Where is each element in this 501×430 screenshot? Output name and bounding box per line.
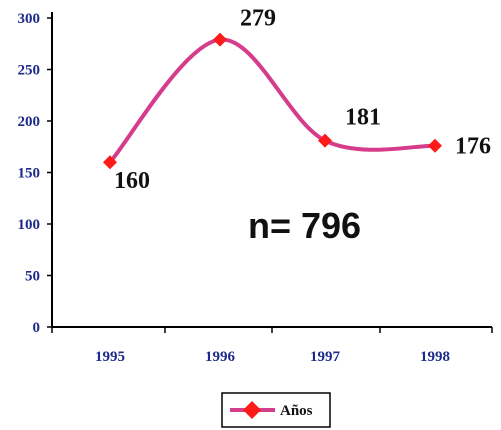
x-tick-label: 1997: [310, 349, 341, 365]
y-tick-label: 0: [33, 320, 41, 336]
legend: Años: [221, 392, 331, 428]
data-label: 160: [114, 168, 150, 194]
y-tick-label: 250: [18, 63, 41, 79]
data-point-marker: [318, 133, 332, 148]
y-tick-label: 200: [18, 114, 41, 130]
y-tick-label: 50: [25, 269, 40, 285]
x-tick-label: 1998: [420, 349, 450, 365]
x-tick-label: 1995: [95, 349, 125, 365]
y-tick-label: 100: [18, 217, 41, 233]
x-tick-label: 1996: [205, 349, 236, 365]
sample-size-annotation: n= 796: [248, 205, 361, 246]
data-labels: 160 279 181 176: [114, 6, 491, 195]
series-line: [108, 37, 437, 165]
legend-label: Años: [280, 403, 313, 419]
legend-marker-swatch: [243, 401, 261, 419]
data-point-marker: [103, 155, 117, 170]
data-label: 181: [345, 105, 381, 131]
data-point-marker: [428, 138, 442, 153]
data-label: 279: [240, 6, 276, 32]
y-tick-label: 150: [18, 166, 41, 182]
series-anos: [103, 32, 442, 170]
y-axis: 0 50 100 150 200 250 300: [18, 11, 53, 336]
x-axis: 1995 1996 1997 1998: [51, 326, 493, 365]
data-point-marker: [213, 32, 227, 47]
data-label: 176: [455, 134, 491, 160]
y-tick-label: 300: [18, 11, 41, 27]
